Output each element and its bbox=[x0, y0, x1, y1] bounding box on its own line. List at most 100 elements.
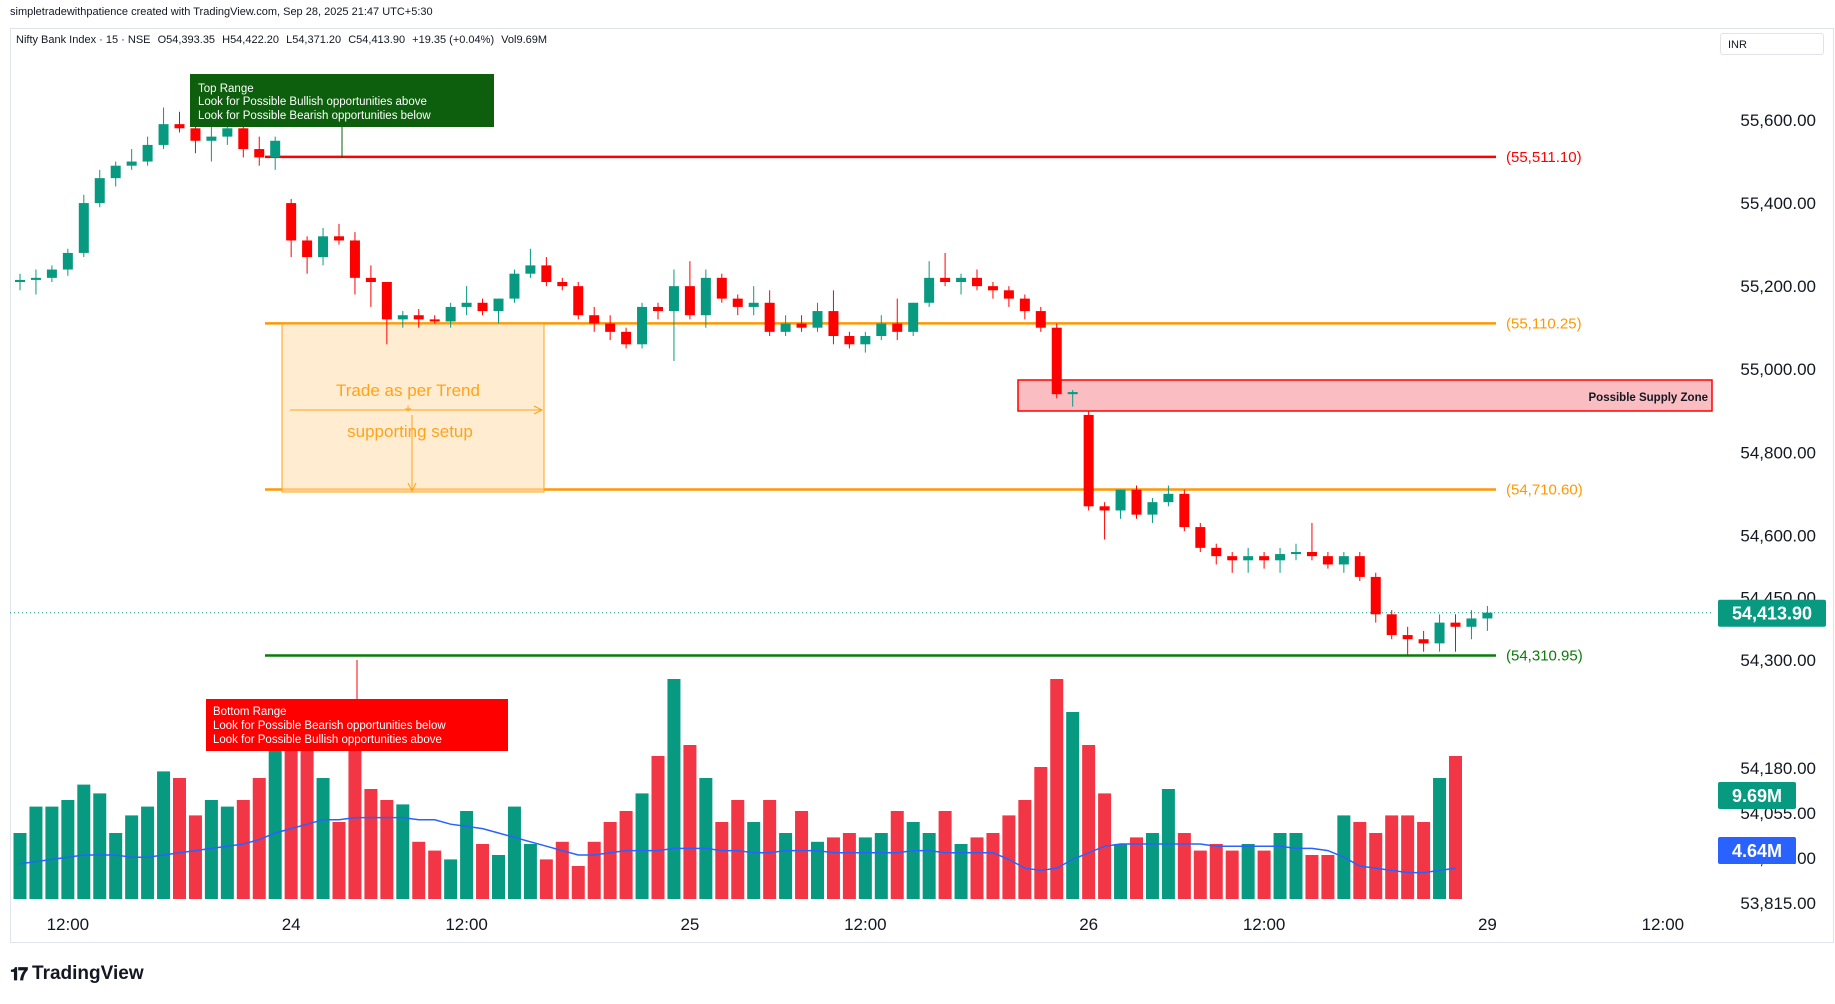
x-tick-label: 29 bbox=[1478, 915, 1497, 934]
candle-body bbox=[780, 323, 791, 332]
volume-bar bbox=[1273, 833, 1287, 899]
volume-bar bbox=[954, 844, 968, 899]
x-tick-label: 12:00 bbox=[1642, 915, 1685, 934]
ohlc-volume: Vol9.69M bbox=[501, 34, 548, 46]
supply-zone[interactable]: Possible Supply Zone bbox=[1017, 379, 1713, 412]
candle-body bbox=[605, 323, 616, 332]
volume-bar bbox=[699, 778, 713, 899]
volume-bar bbox=[284, 712, 298, 899]
trend-box[interactable]: Trade as per Trend + supporting setup bbox=[281, 323, 545, 493]
top-range-line2: Look for Possible Bearish opportunities … bbox=[198, 110, 431, 122]
candle-body bbox=[1147, 502, 1158, 515]
candle-body bbox=[1466, 618, 1477, 627]
volume-bar bbox=[444, 859, 458, 899]
level-label: (55,110.25) bbox=[1506, 315, 1582, 332]
trend-box-rect[interactable] bbox=[281, 323, 545, 493]
x-tick-label: 25 bbox=[680, 915, 699, 934]
candle-body bbox=[589, 315, 600, 324]
y-tick-label: 54,600.00 bbox=[1740, 526, 1816, 545]
tv-logo-icon: 𝟏𝟕 bbox=[10, 963, 28, 984]
volume-bar bbox=[715, 822, 729, 899]
chart-watermark: simpletradewithpatience created with Tra… bbox=[10, 6, 433, 18]
candle-body bbox=[222, 128, 233, 137]
candle-body bbox=[1291, 552, 1301, 555]
bottom-range-callout[interactable]: Bottom Range Look for Possible Bearish o… bbox=[206, 660, 508, 751]
candle-body bbox=[190, 128, 201, 141]
tradingview-brand[interactable]: 𝟏𝟕 TradingView bbox=[10, 963, 144, 985]
x-tick-label: 12:00 bbox=[1243, 915, 1286, 934]
candle-body bbox=[764, 302, 775, 332]
candle-body bbox=[621, 331, 632, 345]
volume-bar bbox=[858, 837, 872, 899]
volume-bar bbox=[1193, 850, 1207, 899]
bottom-range-box[interactable] bbox=[206, 699, 508, 751]
candle-body bbox=[637, 306, 648, 345]
volume-bar bbox=[890, 811, 904, 899]
volume-bar bbox=[683, 745, 697, 899]
candle-body bbox=[206, 136, 217, 141]
candle-body bbox=[684, 286, 695, 316]
volume-bar bbox=[795, 811, 809, 899]
volume-bar bbox=[1401, 815, 1415, 899]
volume-bar bbox=[747, 822, 761, 899]
volume-bar bbox=[1066, 712, 1080, 899]
volume-bar bbox=[1449, 756, 1462, 899]
volume-bar bbox=[492, 855, 505, 899]
candle-body bbox=[174, 124, 185, 129]
y-tick-label: 53,815.00 bbox=[1740, 894, 1816, 913]
volume-bar bbox=[539, 859, 553, 899]
volume-bar bbox=[1114, 844, 1128, 899]
ohlc-low: L54,371.20 bbox=[286, 34, 342, 46]
volume-bar bbox=[396, 804, 410, 899]
brand-name: TradingView bbox=[32, 963, 144, 984]
candle-body bbox=[908, 302, 919, 332]
volume-bar bbox=[811, 841, 824, 899]
top-range-box[interactable] bbox=[190, 74, 494, 127]
candle-body bbox=[365, 277, 376, 282]
candle-body bbox=[940, 277, 951, 282]
candle-body bbox=[844, 336, 855, 345]
candle-body bbox=[15, 279, 25, 282]
candle-body bbox=[1211, 547, 1222, 557]
volume-bar bbox=[45, 806, 59, 899]
candle-body bbox=[30, 277, 41, 280]
level-label: (54,710.60) bbox=[1506, 481, 1583, 498]
candle-body bbox=[461, 302, 472, 307]
volume-bar bbox=[141, 806, 155, 899]
volume-bar bbox=[906, 822, 920, 899]
last-price-badge-text: 54,413.90 bbox=[1732, 604, 1812, 624]
candle-body bbox=[1418, 639, 1429, 644]
volume-bar bbox=[1082, 745, 1096, 899]
last-price-badge bbox=[1718, 599, 1826, 627]
volume-bar bbox=[380, 800, 394, 899]
candle-body bbox=[1003, 290, 1014, 299]
candle-body bbox=[653, 306, 663, 312]
top-range-callout[interactable]: Top Range Look for Possible Bullish oppo… bbox=[190, 74, 494, 158]
volume-bar bbox=[922, 833, 936, 899]
candle-body bbox=[541, 265, 552, 282]
candle-body bbox=[972, 277, 982, 287]
volume-bar bbox=[667, 679, 681, 899]
x-tick-label: 12:00 bbox=[47, 915, 90, 934]
candle-body bbox=[1434, 622, 1445, 644]
volume-bar bbox=[507, 806, 521, 899]
candle-body bbox=[748, 302, 759, 307]
currency-selector[interactable]: INR bbox=[1720, 33, 1824, 55]
y-tick-label: 54,180.00 bbox=[1740, 759, 1816, 778]
volume-bar bbox=[1433, 778, 1447, 899]
candle-body bbox=[270, 140, 281, 158]
ohlc-close: C54,413.90 bbox=[348, 34, 406, 46]
supply-zone-rect[interactable] bbox=[1017, 379, 1713, 412]
candle-body bbox=[1386, 614, 1397, 636]
candle-series bbox=[15, 103, 1493, 656]
volume-bar bbox=[204, 800, 218, 899]
volume-bar bbox=[348, 723, 362, 899]
volume-bar bbox=[1289, 833, 1303, 899]
trend-box-arrowhead-down bbox=[407, 482, 417, 493]
candle-body bbox=[1243, 556, 1254, 561]
symbol-name[interactable]: Nifty Bank Index · 15 · NSE bbox=[16, 34, 151, 46]
volume-bar bbox=[188, 815, 202, 899]
x-tick-label: 24 bbox=[282, 915, 301, 934]
volume-bar bbox=[29, 806, 43, 899]
